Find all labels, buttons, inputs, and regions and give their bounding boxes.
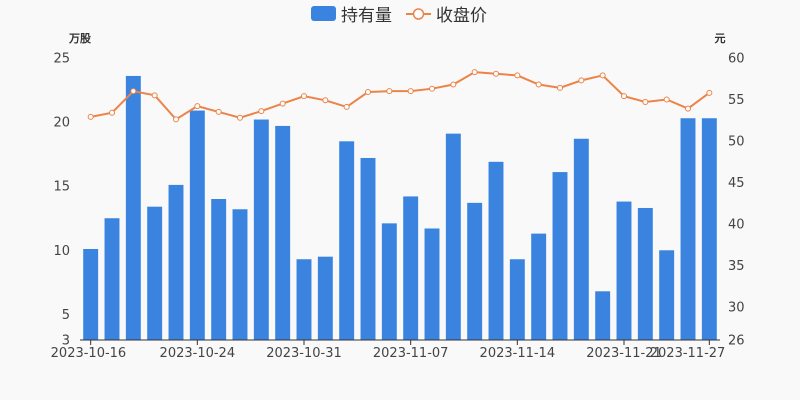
x-tick-label: 2023-11-27 bbox=[650, 346, 726, 361]
price-point-2023-10-25[interactable] bbox=[237, 114, 243, 121]
price-point-2023-10-26[interactable] bbox=[258, 108, 265, 115]
bar-2023-11-01[interactable] bbox=[339, 141, 355, 340]
bar-2023-10-30[interactable] bbox=[296, 259, 312, 340]
left-tick-label: 25 bbox=[53, 52, 70, 67]
right-tick-label: 60 bbox=[728, 52, 745, 67]
price-point-2023-11-15[interactable] bbox=[557, 84, 563, 91]
bar-2023-11-13[interactable] bbox=[509, 259, 525, 340]
price-point-2023-10-24[interactable] bbox=[215, 108, 222, 115]
x-tick-label: 2023-10-16 bbox=[51, 346, 127, 361]
right-tick-label: 50 bbox=[728, 134, 745, 149]
price-point-2023-11-08[interactable] bbox=[450, 81, 457, 88]
bar-2023-11-20[interactable] bbox=[616, 201, 632, 340]
bar-2023-10-25[interactable] bbox=[232, 209, 248, 340]
legend-item-line[interactable]: 收盘价 bbox=[406, 6, 487, 26]
price-point-2023-11-14[interactable] bbox=[535, 81, 542, 88]
bar-2023-10-31[interactable] bbox=[317, 256, 333, 340]
price-point-2023-10-30[interactable] bbox=[301, 93, 307, 100]
bar-2023-11-21[interactable] bbox=[637, 207, 653, 340]
right-tick-label: 40 bbox=[728, 217, 745, 232]
legend-line-label: 收盘价 bbox=[436, 6, 487, 26]
price-point-2023-11-20[interactable] bbox=[621, 93, 627, 100]
price-point-2023-10-31[interactable] bbox=[322, 97, 329, 104]
price-point-2023-11-22[interactable] bbox=[663, 96, 670, 103]
price-point-2023-10-27[interactable] bbox=[279, 100, 286, 107]
price-point-2023-11-07[interactable] bbox=[429, 85, 435, 92]
right-axis-unit: 元 bbox=[715, 32, 726, 45]
bar-2023-11-22[interactable] bbox=[659, 250, 675, 340]
bar-2023-10-17[interactable] bbox=[104, 218, 120, 340]
left-tick-label: 15 bbox=[53, 180, 70, 195]
bar-2023-10-18[interactable] bbox=[125, 75, 141, 340]
price-point-2023-11-23[interactable] bbox=[685, 105, 691, 112]
bar-2023-11-09[interactable] bbox=[467, 202, 483, 340]
bar-2023-10-20[interactable] bbox=[168, 184, 184, 340]
right-tick-label: 35 bbox=[728, 259, 745, 274]
bar-2023-11-06[interactable] bbox=[403, 196, 419, 340]
bar-2023-10-23[interactable] bbox=[189, 110, 205, 341]
x-tick-label: 2023-11-21 bbox=[586, 346, 662, 361]
right-tick-label: 55 bbox=[728, 93, 745, 108]
legend-bar-swatch bbox=[311, 6, 336, 21]
right-axis-ticks: 26 30 35 40 45 50 55 60 bbox=[728, 52, 745, 349]
bar-2023-11-02[interactable] bbox=[360, 157, 376, 340]
price-point-2023-11-09[interactable] bbox=[471, 69, 478, 76]
bar-series bbox=[83, 75, 717, 341]
price-point-2023-11-13[interactable] bbox=[514, 72, 521, 79]
left-tick-label: 3 bbox=[62, 334, 70, 349]
bar-2023-11-16[interactable] bbox=[573, 138, 589, 340]
bar-2023-11-08[interactable] bbox=[445, 133, 461, 340]
price-point-2023-10-23[interactable] bbox=[194, 103, 201, 110]
bar-2023-11-07[interactable] bbox=[424, 228, 440, 340]
legend-line-marker bbox=[412, 8, 425, 20]
bar-2023-11-15[interactable] bbox=[552, 172, 568, 340]
price-point-2023-11-21[interactable] bbox=[642, 98, 649, 105]
left-tick-label: 20 bbox=[53, 116, 70, 131]
bar-2023-10-27[interactable] bbox=[275, 125, 291, 340]
right-tick-label: 30 bbox=[728, 300, 745, 315]
close-price-line bbox=[90, 71, 710, 121]
legend-item-bar[interactable]: 持有量 bbox=[311, 6, 392, 26]
bar-2023-11-14[interactable] bbox=[531, 233, 547, 340]
bar-2023-11-03[interactable] bbox=[381, 223, 397, 340]
x-axis-ticks: 2023-10-16 2023-10-24 2023-10-31 2023-11-07… bbox=[51, 340, 726, 361]
x-tick-label: 2023-11-07 bbox=[373, 346, 449, 361]
bar-2023-10-26[interactable] bbox=[253, 119, 269, 340]
price-point-2023-11-17[interactable] bbox=[599, 72, 606, 79]
left-axis-ticks: 3 5 10 15 20 25 bbox=[53, 52, 70, 349]
price-point-2023-10-18[interactable] bbox=[130, 88, 137, 95]
price-point-2023-11-06[interactable] bbox=[407, 88, 414, 95]
x-tick-label: 2023-11-14 bbox=[480, 346, 556, 361]
price-point-2023-11-03[interactable] bbox=[386, 88, 393, 95]
price-point-2023-10-20[interactable] bbox=[173, 116, 179, 123]
bar-2023-11-23[interactable] bbox=[680, 118, 696, 340]
price-point-2023-11-10[interactable] bbox=[493, 70, 499, 77]
legend[interactable]: 持有量 收盘价 bbox=[311, 6, 487, 26]
x-tick-label: 2023-10-31 bbox=[266, 346, 342, 361]
price-point-2023-10-19[interactable] bbox=[151, 92, 158, 99]
price-point-2023-10-16[interactable] bbox=[87, 113, 94, 120]
price-point-2023-10-17[interactable] bbox=[109, 109, 115, 116]
bar-2023-11-27[interactable] bbox=[701, 118, 717, 340]
line-series bbox=[87, 69, 713, 123]
left-tick-label: 5 bbox=[62, 308, 70, 323]
x-tick-label: 2023-10-24 bbox=[160, 346, 236, 361]
right-tick-label: 26 bbox=[728, 334, 745, 349]
price-point-2023-11-01[interactable] bbox=[343, 103, 350, 110]
right-tick-label: 45 bbox=[728, 176, 745, 191]
bar-2023-10-24[interactable] bbox=[211, 199, 227, 340]
bar-2023-10-19[interactable] bbox=[147, 206, 163, 340]
left-axis-unit: 万股 bbox=[68, 32, 92, 45]
bar-2023-10-16[interactable] bbox=[83, 248, 99, 340]
legend-bar-label: 持有量 bbox=[341, 6, 392, 26]
bar-2023-11-17[interactable] bbox=[595, 291, 611, 340]
left-tick-label: 10 bbox=[53, 244, 70, 259]
price-point-2023-11-02[interactable] bbox=[365, 89, 371, 96]
price-point-2023-11-27[interactable] bbox=[706, 89, 713, 96]
bar-2023-11-10[interactable] bbox=[488, 161, 504, 340]
price-point-2023-11-16[interactable] bbox=[578, 77, 585, 84]
